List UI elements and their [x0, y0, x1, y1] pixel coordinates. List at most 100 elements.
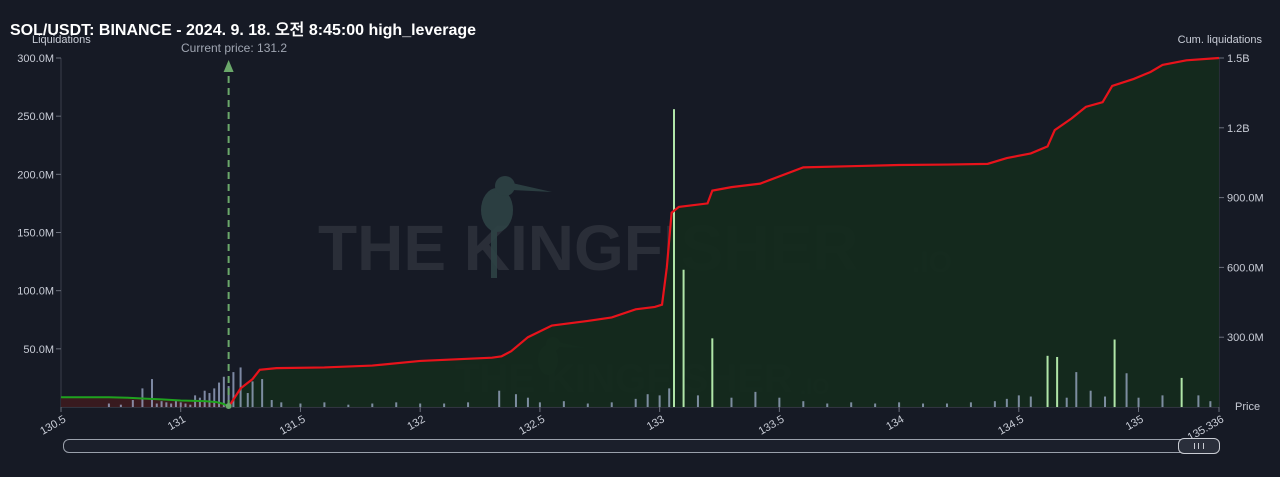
- liquidation-bar: [1161, 395, 1164, 407]
- x-tick-label: 135: [1124, 413, 1146, 433]
- liquidation-bar: [218, 382, 221, 407]
- liquidation-bar: [634, 398, 637, 407]
- y-left-tick-label: 100.0M: [17, 286, 54, 298]
- liquidation-bar: [419, 403, 422, 407]
- liquidation-bar: [538, 402, 541, 407]
- liquidation-bar: [874, 403, 877, 407]
- y-left-tick-label: 200.0M: [17, 169, 54, 181]
- liquidation-bar: [1029, 396, 1032, 407]
- liquidation-bar: [150, 379, 153, 407]
- liquidation-bar: [778, 397, 781, 407]
- cumulative-areas: [61, 58, 1219, 407]
- liquidation-bar: [165, 402, 168, 407]
- liquidation-bar: [232, 372, 235, 407]
- y-left-tick-label: 150.0M: [17, 228, 54, 240]
- y-right-tick-label: 300.0M: [1227, 332, 1264, 344]
- liquidation-bar: [1056, 356, 1059, 407]
- y-axis-right: 300.0M 600.0M 900.0M 1.2B 1.5B: [1219, 53, 1264, 344]
- liquidation-bar: [1017, 395, 1020, 407]
- y-axis-right-title: Cum. liquidations: [1178, 34, 1263, 46]
- liquidation-bar: [1104, 396, 1107, 407]
- liquidation-bar: [1089, 390, 1092, 407]
- liquidation-bar: [993, 401, 996, 407]
- liquidation-bar: [1075, 372, 1078, 407]
- liquidation-bar: [850, 402, 853, 407]
- navigator-handle[interactable]: [1178, 438, 1220, 454]
- y-right-tick-label: 900.0M: [1227, 193, 1264, 205]
- x-tick-label: 131.5: [278, 413, 308, 437]
- x-tick-label: 133.5: [757, 413, 787, 437]
- liquidation-bar: [227, 386, 230, 407]
- liquidation-bar: [658, 395, 661, 407]
- liquidation-bar: [107, 403, 110, 407]
- x-tick-label: 132.5: [517, 413, 547, 437]
- liquidation-bar: [208, 393, 211, 407]
- kingfisher-bird-icon: [481, 176, 552, 278]
- liquidation-bar: [131, 400, 134, 407]
- liquidation-bar: [189, 404, 192, 407]
- liquidation-bar: [270, 400, 273, 407]
- liquidation-bar: [922, 403, 925, 407]
- liquidation-bar: [174, 401, 177, 407]
- liquidation-bar: [160, 401, 163, 407]
- liquidation-bar: [969, 402, 972, 407]
- long-cumulative-line: [61, 396, 230, 408]
- liquidation-bar: [184, 403, 187, 407]
- liquidation-bar: [526, 397, 529, 407]
- liquidation-bar: [443, 403, 446, 407]
- long-cumulative-area: [61, 397, 229, 407]
- liquidation-bar: [498, 390, 501, 407]
- liquidation-bar: [610, 402, 613, 407]
- y-left-tick-label: 250.0M: [17, 111, 54, 123]
- liquidation-bar: [646, 394, 649, 407]
- liquidation-bar: [945, 403, 948, 407]
- x-tick-label: 134.5: [996, 413, 1026, 437]
- range-navigator[interactable]: [63, 438, 1220, 454]
- cumulative-lines: [61, 56, 1220, 408]
- liquidation-bar: [1209, 401, 1212, 407]
- liquidation-bar: [261, 379, 264, 407]
- liquidation-bar: [198, 397, 201, 407]
- liquidation-bar: [673, 109, 676, 407]
- y-axis-left-title: Liquidations: [32, 34, 91, 46]
- liquidation-bar: [251, 381, 254, 407]
- liquidation-bar: [696, 395, 699, 407]
- liquidation-bar: [1005, 398, 1008, 407]
- y-right-tick-label: 1.5B: [1227, 53, 1250, 65]
- liquidation-bar: [213, 388, 216, 407]
- liquidation-bar: [155, 403, 158, 407]
- liquidation-bar: [395, 402, 398, 407]
- liquidation-bar: [246, 393, 249, 407]
- liquidation-bar: [802, 401, 805, 407]
- liquidation-bar: [371, 403, 374, 407]
- liquidation-bar: [898, 402, 901, 407]
- liquidation-bar: [347, 404, 350, 407]
- liquidation-bar: [1197, 395, 1200, 407]
- liquidation-bar: [1137, 397, 1140, 407]
- y-right-tick-label: 1.2B: [1227, 123, 1250, 135]
- liquidation-bar: [1180, 377, 1183, 407]
- liquidation-bar: [280, 402, 283, 407]
- liquidation-bar: [730, 397, 733, 407]
- liquidation-bar: [586, 403, 589, 407]
- y-right-tick-label: 600.0M: [1227, 262, 1264, 274]
- liquidation-bar: [170, 403, 173, 407]
- x-tick-label: 132: [405, 413, 427, 433]
- liquidation-bar: [514, 394, 517, 407]
- liquidation-bars: [107, 109, 1212, 407]
- x-tick-label: 134: [884, 413, 906, 433]
- liquidation-bar: [179, 402, 182, 407]
- short-cumulative-area: [228, 58, 1219, 407]
- y-axis-left: 50.0M 100.0M 150.0M 200.0M 250.0M 300.0M: [17, 53, 61, 356]
- chart-title: SOL/USDT: BINANCE - 2024. 9. 18. 오전 8:45…: [10, 22, 477, 39]
- liquidation-bar: [119, 404, 122, 407]
- liquidation-bar: [668, 388, 671, 407]
- current-price-marker: [223, 60, 234, 409]
- liquidation-bar: [562, 401, 565, 407]
- liquidation-bar: [467, 402, 470, 407]
- liquidation-bar: [203, 390, 206, 407]
- grip-icon: [1194, 443, 1204, 449]
- x-tick-label: 133: [645, 413, 667, 433]
- liquidation-bar: [323, 402, 326, 407]
